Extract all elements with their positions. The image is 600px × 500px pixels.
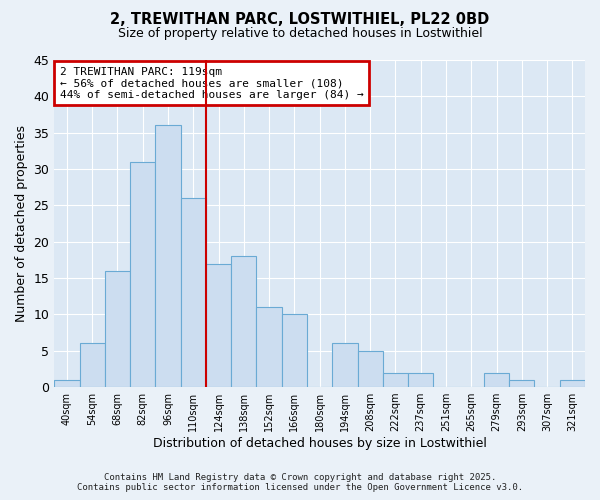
- Bar: [358, 350, 383, 387]
- Y-axis label: Number of detached properties: Number of detached properties: [15, 125, 28, 322]
- Bar: [181, 198, 206, 387]
- Bar: [408, 372, 433, 387]
- Bar: [560, 380, 585, 387]
- X-axis label: Distribution of detached houses by size in Lostwithiel: Distribution of detached houses by size …: [153, 437, 487, 450]
- Bar: [484, 372, 509, 387]
- Bar: [383, 372, 408, 387]
- Bar: [509, 380, 535, 387]
- Text: 2, TREWITHAN PARC, LOSTWITHIEL, PL22 0BD: 2, TREWITHAN PARC, LOSTWITHIEL, PL22 0BD: [110, 12, 490, 28]
- Bar: [130, 162, 155, 387]
- Bar: [54, 380, 80, 387]
- Bar: [256, 307, 282, 387]
- Bar: [105, 271, 130, 387]
- Bar: [231, 256, 256, 387]
- Text: Size of property relative to detached houses in Lostwithiel: Size of property relative to detached ho…: [118, 28, 482, 40]
- Bar: [155, 126, 181, 387]
- Text: 2 TREWITHAN PARC: 119sqm
← 56% of detached houses are smaller (108)
44% of semi-: 2 TREWITHAN PARC: 119sqm ← 56% of detach…: [59, 66, 364, 100]
- Text: Contains HM Land Registry data © Crown copyright and database right 2025.
Contai: Contains HM Land Registry data © Crown c…: [77, 473, 523, 492]
- Bar: [80, 344, 105, 387]
- Bar: [332, 344, 358, 387]
- Bar: [282, 314, 307, 387]
- Bar: [206, 264, 231, 387]
